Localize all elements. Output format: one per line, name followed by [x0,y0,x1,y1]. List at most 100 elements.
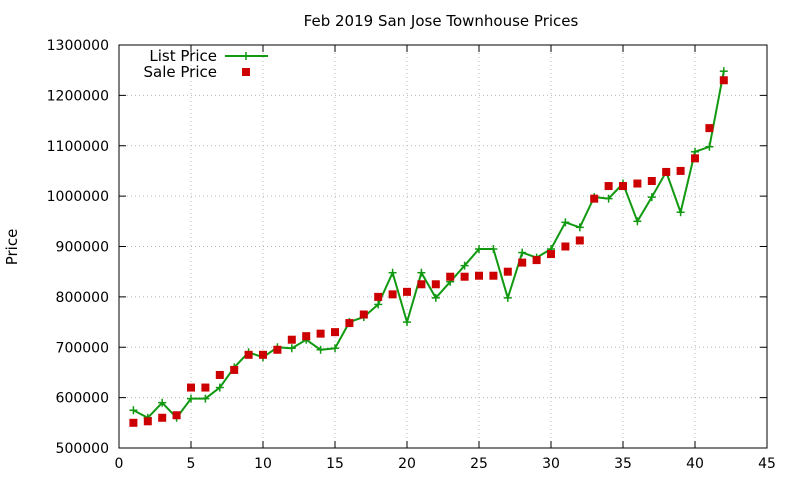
chart-title: Feb 2019 San Jose Townhouse Prices [304,12,579,30]
x-tick-label: 15 [326,456,344,472]
sale-price-point [561,242,570,251]
list-price-marker [331,344,339,353]
x-axis-tick-labels: 0 5 10 15 20 25 30 35 40 45 [115,456,776,472]
sale-price-point [619,182,627,191]
list-price-marker [633,217,642,226]
sale-price-point [518,258,527,267]
y-tick-label: 1000000 [47,189,109,205]
list-price-marker [316,345,325,354]
sale-price-point [215,370,224,379]
sale-price-point [633,179,642,188]
list-price-marker [489,245,498,254]
y-tick-label: 500000 [56,441,109,457]
y-tick-label: 1100000 [47,139,109,155]
x-tick-label: 45 [758,456,776,472]
list-price-marker [719,67,728,76]
list-price-marker [374,300,383,309]
sale-price-point [417,280,426,289]
sale-price-point [345,319,354,328]
legend-label-list-price: List Price [149,47,217,65]
list-price-marker [561,218,570,227]
list-price-marker [215,383,224,392]
sale-price-point [316,329,325,338]
list-price-marker [129,406,138,415]
y-tick-label: 1300000 [47,38,109,54]
sale-price-point [302,332,311,341]
list-price-marker [503,293,512,302]
x-tick-label: 5 [187,456,196,472]
sale-price-point [129,418,138,427]
y-axis-label: Price [3,229,21,266]
x-tick-label: 35 [614,456,632,472]
sale-price-point [590,194,599,203]
y-tick-label: 900000 [56,240,109,256]
list-price-marker [187,394,195,403]
list-price-marker [604,194,613,203]
sale-price-point [374,292,383,301]
sale-price-point [201,383,210,392]
legend-marker-sale-price [242,68,250,76]
list-price-marker [460,261,469,270]
list-price-marker [201,394,210,403]
list-price-line [132,71,725,420]
sale-price-point [403,287,411,296]
list-price-marker [158,398,167,407]
sale-price-point [676,166,685,175]
list-price-marker [431,293,440,302]
list-price-marker [676,208,685,217]
sale-price-point [460,272,469,281]
sale-price-point [532,256,541,265]
sale-price-point [547,250,555,259]
x-tick-label: 40 [686,456,704,472]
sale-price-point [575,236,584,245]
list-price-marker [518,248,527,257]
sale-price-point [172,411,181,420]
y-tick-label: 600000 [56,391,109,407]
list-price-marker [388,268,397,277]
list-price-marker [403,318,411,327]
sale-price-point [230,365,239,374]
list-price-marker [647,193,656,202]
list-price-marker [287,344,296,353]
sale-price-point [604,182,613,191]
axis-ticks [118,44,768,449]
list-price-marker [475,245,483,254]
sale-price-point [187,383,195,392]
sale-price-point [244,350,253,359]
sale-price-point [662,167,671,176]
list-price-marker [417,268,426,277]
sale-price-point [287,335,296,344]
sale-price-point [259,350,267,359]
list-price-marker [575,223,584,232]
sale-price-point [691,154,699,163]
x-tick-label: 0 [115,456,124,472]
sale-price-point [489,271,498,280]
sale-price-point [331,328,339,337]
series [129,67,728,427]
sale-price-point [719,76,728,85]
y-tick-label: 700000 [56,340,109,356]
x-tick-label: 25 [470,456,488,472]
sale-price-point [158,413,167,422]
sale-price-point [446,272,455,281]
x-tick-label: 30 [542,456,560,472]
legend-label-sale-price: Sale Price [144,63,217,81]
grid [119,45,767,448]
sale-price-point [705,124,714,133]
x-tick-label: 10 [254,456,272,472]
sale-price-point [273,345,282,354]
sale-price-point [359,310,368,319]
sale-price-point [647,177,656,186]
sale-price-point [143,417,152,426]
x-tick-label: 20 [398,456,416,472]
sale-price-point [475,271,483,280]
sale-price-point [503,267,512,276]
list-price-marker [705,142,714,151]
y-tick-label: 800000 [56,290,109,306]
sale-price-point [431,280,440,289]
y-axis-tick-labels: 500000 600000 700000 800000 900000 1000000 110… [47,38,109,457]
y-tick-label: 1200000 [47,88,109,104]
